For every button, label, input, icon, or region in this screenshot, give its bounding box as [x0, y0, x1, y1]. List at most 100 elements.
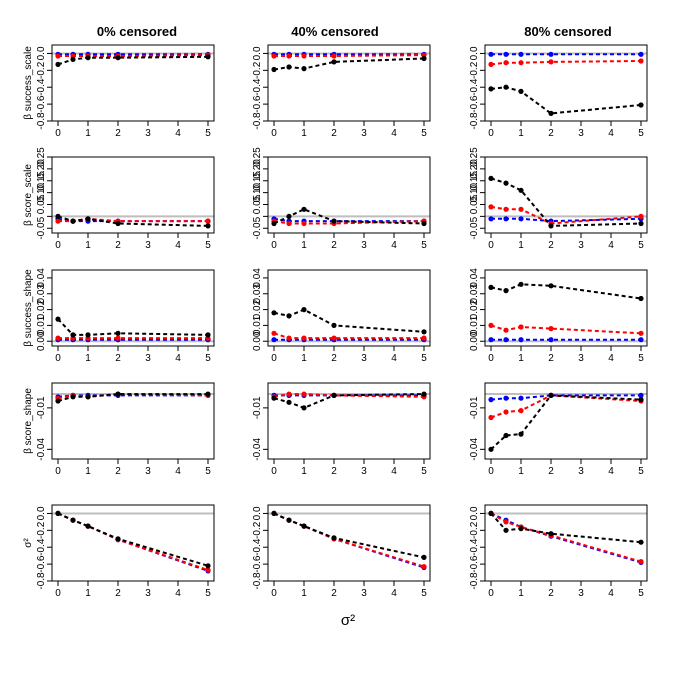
- x-tick-label: 2: [548, 466, 554, 477]
- y-tick-label: -0.04: [469, 437, 480, 460]
- x-tick-label: 3: [361, 353, 367, 364]
- x-tick-label: 4: [608, 466, 614, 477]
- point-black: [70, 56, 76, 63]
- y-tick-label: -0.2: [36, 61, 47, 79]
- x-tick-label: 1: [301, 353, 307, 364]
- x-tick-label: 0: [55, 353, 61, 364]
- x-tick-label: 1: [85, 466, 91, 477]
- y-tick-label: -0.8: [469, 572, 480, 590]
- point-red: [488, 204, 494, 210]
- y-tick-label: 0.03: [469, 284, 480, 304]
- row-label-score-shape: β score_shape: [23, 388, 34, 454]
- point-black: [301, 307, 307, 313]
- y-tick-label: -0.4: [469, 538, 480, 556]
- panel-frame: [267, 382, 431, 460]
- x-tick-label: 5: [205, 240, 211, 251]
- point-black: [301, 523, 307, 529]
- y-tick-label: -0.6: [469, 95, 480, 113]
- point-black: [638, 102, 644, 108]
- point-red: [301, 391, 307, 397]
- y-tick-label: -0.4: [36, 538, 47, 556]
- panel-score-shape-80pct: 0 1 2 3 4 5 -0.01 -0.04: [469, 382, 648, 477]
- panel-frame: [51, 44, 215, 122]
- y-tick-label: -0.6: [36, 95, 47, 113]
- x-tick-label: 2: [115, 588, 121, 599]
- column-title-40pct: 40% censored: [291, 24, 378, 39]
- point-black: [85, 216, 91, 222]
- panel-frame: [267, 504, 431, 582]
- series-line-red: [490, 324, 642, 335]
- x-tick-label: 4: [175, 128, 181, 139]
- point-black: [518, 431, 524, 437]
- panel-frame: [484, 382, 648, 460]
- point-black: [205, 223, 211, 229]
- point-black: [331, 218, 337, 224]
- y-tick-label: 0.0: [469, 506, 480, 520]
- y-tick-label: -0.8: [252, 112, 263, 130]
- panel-frame: [484, 504, 648, 582]
- point-black: [503, 432, 509, 439]
- x-tick-label: 1: [85, 240, 91, 251]
- point-red: [503, 519, 509, 525]
- point-black: [331, 59, 337, 65]
- x-tick-label: 3: [145, 466, 151, 477]
- x-tick-label: 3: [578, 240, 584, 251]
- x-tick-label: 3: [361, 466, 367, 477]
- x-tick-label: 5: [638, 466, 644, 477]
- point-black: [55, 510, 61, 516]
- x-tick-label: 0: [271, 466, 277, 477]
- series-line-red: [57, 512, 209, 571]
- y-tick-label: 0.15: [36, 171, 47, 191]
- x-tick-label: 3: [361, 588, 367, 599]
- point-black: [638, 220, 644, 227]
- point-black: [503, 527, 509, 533]
- point-black: [518, 526, 524, 532]
- point-red: [55, 335, 61, 341]
- series-line-black: [273, 308, 425, 333]
- series-line-black: [490, 283, 642, 300]
- point-black: [421, 329, 427, 335]
- x-tick-label: 3: [578, 353, 584, 364]
- y-tick-label: -0.6: [469, 555, 480, 573]
- point-blue: [518, 216, 524, 222]
- x-tick-label: 1: [518, 466, 524, 477]
- point-black: [548, 223, 554, 229]
- point-black: [548, 110, 554, 116]
- x-tick-label: 4: [391, 588, 397, 599]
- y-tick-label: -0.04: [252, 437, 263, 460]
- x-tick-label: 5: [638, 588, 644, 599]
- x-tick-label: 4: [608, 128, 614, 139]
- y-tick-label: -0.8: [252, 572, 263, 590]
- series-line-black: [57, 512, 209, 567]
- point-black: [271, 395, 277, 401]
- y-tick-label: 0.25: [252, 147, 263, 167]
- panel-score-scale-40pct: 0 1 2 3 4 5 -0.05 0.050.100.150.200.25: [252, 147, 431, 251]
- panel-score-scale-0pct: 0 1 2 3 4 5 -0.05 0.050.100.150.200.25: [36, 147, 215, 251]
- x-tick-label: 4: [175, 240, 181, 251]
- x-tick-label: 2: [548, 240, 554, 251]
- point-red: [488, 322, 494, 328]
- point-blue: [548, 51, 554, 57]
- y-tick-label: 0.20: [252, 159, 263, 179]
- x-tick-label: 2: [331, 588, 337, 599]
- x-tick-label: 2: [115, 466, 121, 477]
- point-blue: [503, 216, 509, 222]
- y-tick-label: -0.01: [469, 396, 480, 419]
- point-black: [548, 392, 554, 398]
- y-tick-label: 0.01: [252, 315, 263, 335]
- point-red: [301, 53, 307, 59]
- x-tick-label: 3: [578, 466, 584, 477]
- series-line-red: [273, 512, 425, 568]
- point-black: [421, 391, 427, 397]
- row-label-success-scale: β success_scale: [23, 46, 34, 120]
- x-tick-label: 0: [488, 466, 494, 477]
- y-tick-label: 0.10: [469, 182, 480, 202]
- point-blue: [503, 395, 509, 401]
- y-tick-label: -0.8: [469, 112, 480, 130]
- point-black: [115, 55, 121, 61]
- point-black: [55, 398, 61, 404]
- x-tick-label: 1: [518, 128, 524, 139]
- series-line-red: [273, 332, 424, 340]
- x-tick-label: 3: [578, 128, 584, 139]
- point-black: [55, 213, 61, 219]
